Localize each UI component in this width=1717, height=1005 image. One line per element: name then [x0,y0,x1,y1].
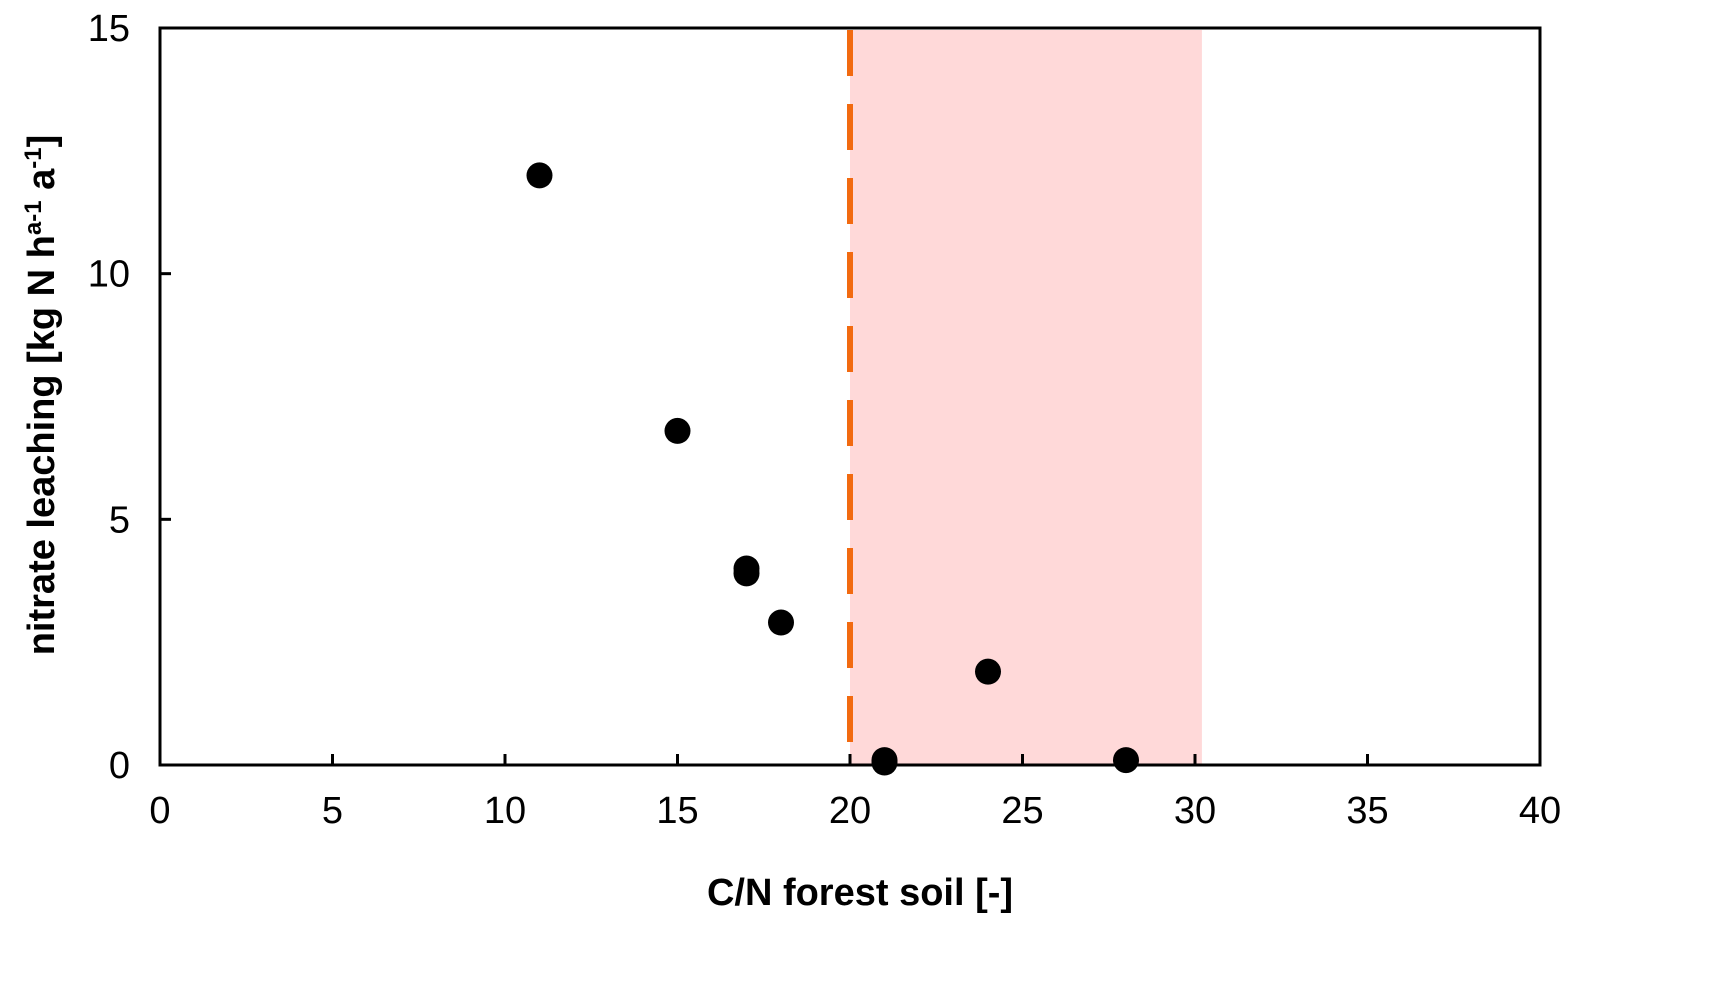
y-axis-title-superscript: a-1 [20,200,47,235]
y-tick-label: 10 [88,254,130,296]
data-point [1113,747,1139,774]
y-axis-title: nitrate leaching [kg N ha-1 a-1] [20,135,64,656]
y-axis-title-superscript: -1 [20,147,47,168]
data-point [526,162,553,189]
x-tick-label: 5 [322,790,343,832]
tick-labels-layer: 0 5 10 15 20 25 30 35 40 0 5 10 15 [88,8,1561,832]
shaded-region-layer [850,30,1202,765]
x-tick-label: 10 [484,790,526,832]
data-point [664,417,691,444]
x-tick-label: 40 [1519,790,1561,832]
y-axis-title-part: a [21,168,63,201]
data-point [768,609,794,636]
data-point [975,658,1001,685]
y-tick-label: 0 [109,745,130,787]
x-tick-label: 0 [149,790,170,832]
y-tick-label: 15 [88,8,130,50]
y-axis-title-part: nitrate leaching [kg N h [21,235,63,655]
x-tick-label: 30 [1174,790,1216,832]
data-points-layer [526,162,1139,776]
y-tick-label: 5 [109,499,130,541]
x-tick-label: 35 [1346,790,1388,832]
x-tick-label: 15 [656,790,698,832]
x-axis-title: C/N forest soil [-] [707,872,1013,914]
axis-ticks-layer [158,26,1542,767]
x-tick-label: 25 [1001,790,1043,832]
y-axis-title-part: ] [21,135,63,148]
x-tick-label: 20 [829,790,871,832]
shaded-region [850,30,1202,765]
data-point [733,560,760,587]
data-point [871,749,898,776]
